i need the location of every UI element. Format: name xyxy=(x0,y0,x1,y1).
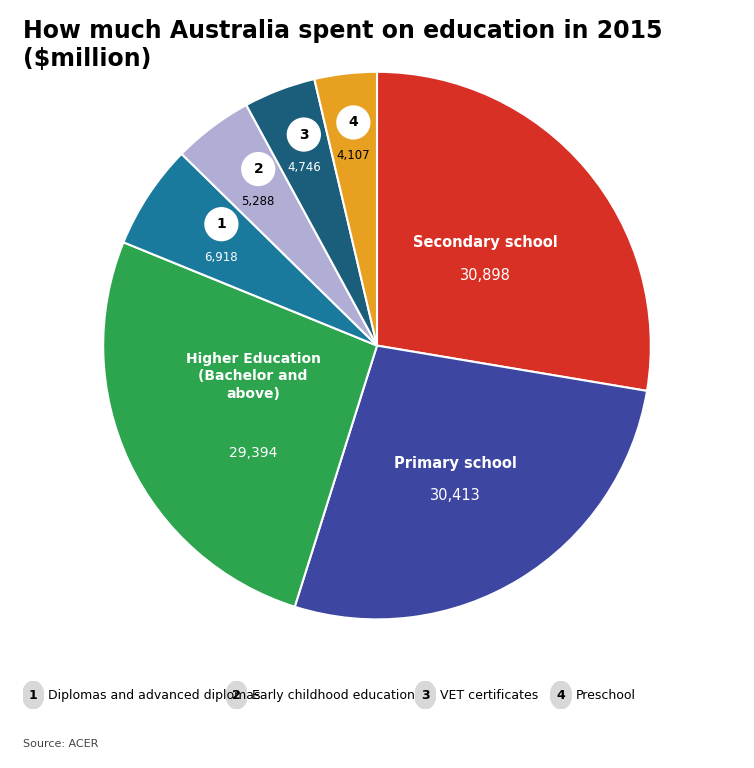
Text: 1: 1 xyxy=(29,689,38,701)
Text: 2: 2 xyxy=(253,162,263,176)
Text: 3: 3 xyxy=(299,127,308,141)
Text: 4,107: 4,107 xyxy=(336,149,370,162)
Ellipse shape xyxy=(226,681,247,709)
Circle shape xyxy=(205,208,238,240)
Text: Primary school: Primary school xyxy=(394,455,517,471)
Ellipse shape xyxy=(550,681,572,709)
Ellipse shape xyxy=(23,681,44,709)
Wedge shape xyxy=(103,242,377,607)
Text: Higher Education
(Bachelor and
above): Higher Education (Bachelor and above) xyxy=(185,353,320,401)
Wedge shape xyxy=(182,105,377,346)
Text: 4: 4 xyxy=(348,115,358,130)
Text: Source: ACER: Source: ACER xyxy=(23,739,98,749)
Circle shape xyxy=(242,153,274,186)
Text: 30,898: 30,898 xyxy=(460,268,511,283)
Text: Early childhood education: Early childhood education xyxy=(252,689,415,701)
Text: 4,746: 4,746 xyxy=(287,161,320,174)
Wedge shape xyxy=(124,154,377,346)
Wedge shape xyxy=(377,71,651,391)
Ellipse shape xyxy=(415,681,436,709)
Wedge shape xyxy=(295,346,647,620)
Text: 29,394: 29,394 xyxy=(229,446,277,460)
Text: Preschool: Preschool xyxy=(576,689,636,701)
Circle shape xyxy=(287,118,320,151)
Text: 4: 4 xyxy=(556,689,566,701)
Wedge shape xyxy=(314,71,377,346)
Text: 3: 3 xyxy=(421,689,430,701)
Text: 2: 2 xyxy=(232,689,241,701)
Text: 30,413: 30,413 xyxy=(431,488,481,503)
Text: VET certificates: VET certificates xyxy=(440,689,538,701)
Text: 6,918: 6,918 xyxy=(204,250,238,263)
Circle shape xyxy=(337,106,369,139)
Wedge shape xyxy=(247,79,377,346)
Text: Diplomas and advanced diplomas: Diplomas and advanced diplomas xyxy=(48,689,261,701)
Text: How much Australia spent on education in 2015 ($million): How much Australia spent on education in… xyxy=(23,19,662,71)
Text: 5,288: 5,288 xyxy=(241,195,275,208)
Text: Secondary school: Secondary school xyxy=(413,235,558,250)
Text: 1: 1 xyxy=(216,217,226,231)
